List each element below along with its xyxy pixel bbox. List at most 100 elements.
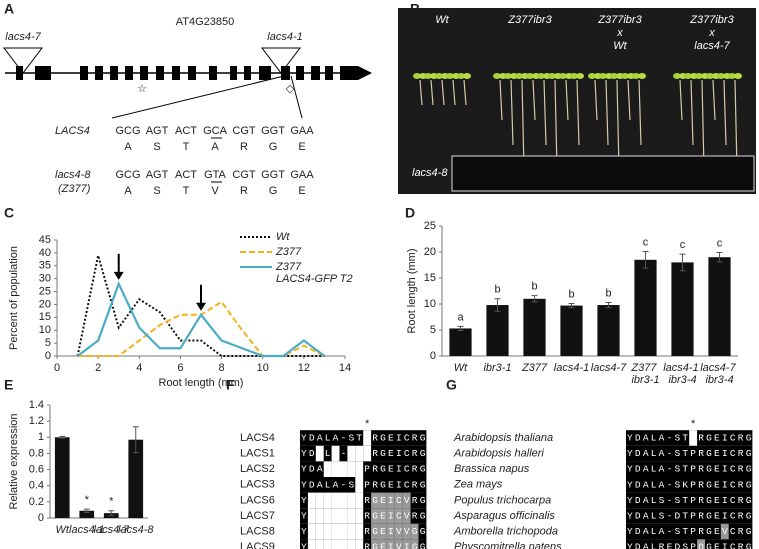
sequence-name: LACS7 [240, 510, 275, 522]
x-tick-label: lacs4-1 [69, 524, 104, 536]
row-sublabel: (Z377) [58, 183, 91, 195]
residue-highlight [689, 430, 698, 446]
bar [79, 510, 95, 518]
exon [172, 66, 180, 80]
legend-label: Z377 [275, 246, 302, 258]
y-tick-label: 0.8 [29, 447, 44, 459]
cotyledon [673, 73, 681, 79]
codon: AGT [146, 169, 169, 181]
root [419, 79, 423, 106]
sequence: YTSDQPHPRGEICVRG [301, 495, 426, 506]
photo-label: x [708, 27, 715, 39]
error-bar [108, 510, 115, 517]
cotyledon [537, 73, 545, 79]
insertion-label: lacs4-1 [267, 31, 302, 43]
error-bar [457, 325, 464, 332]
arrow-head [196, 302, 206, 311]
star-symbol: ☆ [137, 83, 147, 95]
residue-highlight [307, 523, 316, 540]
x-tick-label: ibr3-1 [483, 362, 511, 374]
exon [80, 66, 88, 80]
bar [486, 305, 509, 356]
photo-label: Z377ibr3 [507, 14, 552, 26]
residue-highlight [394, 492, 403, 509]
residue-highlight [315, 539, 324, 549]
exon [156, 66, 164, 80]
residue-highlight [386, 523, 395, 540]
sequence: YDALA-STPRGEVCRG [627, 526, 752, 537]
root [627, 79, 631, 121]
residue-highlight [355, 508, 364, 524]
y-tick-label: 0.6 [29, 463, 44, 475]
exon [340, 66, 358, 80]
residue: E [298, 185, 305, 197]
alignment-marker: * [365, 418, 370, 430]
x-tick-label: 14 [339, 362, 351, 374]
cotyledon [734, 73, 742, 79]
x-tick-label: 0 [54, 362, 60, 374]
sequence-name: Brassica napus [454, 463, 530, 475]
residue: T [183, 185, 190, 197]
residue: A [124, 141, 132, 153]
cotyledon [599, 73, 607, 79]
residue-highlight [323, 508, 332, 524]
residue: V [211, 185, 219, 197]
root [616, 79, 620, 171]
root [605, 79, 609, 146]
sequence: YRISDKEPRGEIVVGG [301, 526, 426, 537]
cotyledon [695, 73, 703, 79]
codon: GCG [115, 169, 140, 181]
bar [128, 439, 144, 518]
significance-label: * [109, 496, 114, 508]
cotyledon [728, 73, 736, 79]
sequence: YDALA-STPRGEICRG [627, 464, 752, 475]
exon [110, 66, 118, 80]
row-label: LACS4 [55, 125, 90, 137]
exon [244, 66, 251, 80]
codon: GCG [115, 125, 140, 137]
residue-highlight [323, 461, 332, 477]
cotyledon [684, 73, 692, 79]
residue-highlight [347, 492, 356, 509]
sequence-name: LACS3 [240, 479, 275, 491]
cotyledon [548, 73, 556, 79]
cotyledon [515, 73, 523, 79]
exon [281, 66, 290, 80]
significance-label: b [494, 284, 500, 296]
residue-highlight [371, 492, 379, 509]
residue-highlight [402, 523, 411, 540]
sequence-name: LACS9 [240, 541, 275, 549]
residue-highlight [386, 492, 395, 509]
alignment-marker: * [691, 418, 696, 430]
root [452, 79, 456, 106]
y-tick-label: 30 [39, 273, 51, 285]
significance-label: * [85, 494, 90, 506]
error-bar [531, 295, 538, 303]
x-tick-label: lacs4-7 [94, 524, 130, 536]
cotyledon [610, 73, 618, 79]
root [554, 79, 558, 171]
exon [16, 66, 23, 80]
root [521, 79, 525, 171]
cotyledon [717, 73, 725, 79]
photo-label: Wt [613, 40, 627, 52]
exon [95, 66, 103, 80]
codon: GTA [204, 169, 226, 181]
label-line: lacs4-1 [663, 362, 702, 374]
x-tick-label: Z377 [521, 362, 548, 374]
series-line [76, 280, 326, 358]
label-line: ibr3-4 [705, 374, 733, 386]
residue-highlight [355, 539, 364, 549]
zoom-line [111, 75, 285, 119]
residue: G [269, 141, 278, 153]
residue-highlight [355, 445, 364, 462]
cotyledon [504, 73, 512, 79]
root [499, 79, 503, 121]
exon-end [358, 66, 372, 80]
legend-label: Z377 LACS4-GFP T2 [275, 261, 353, 285]
root [690, 79, 694, 146]
bar [560, 305, 583, 356]
codon: ACT [175, 169, 197, 181]
root [594, 79, 598, 121]
